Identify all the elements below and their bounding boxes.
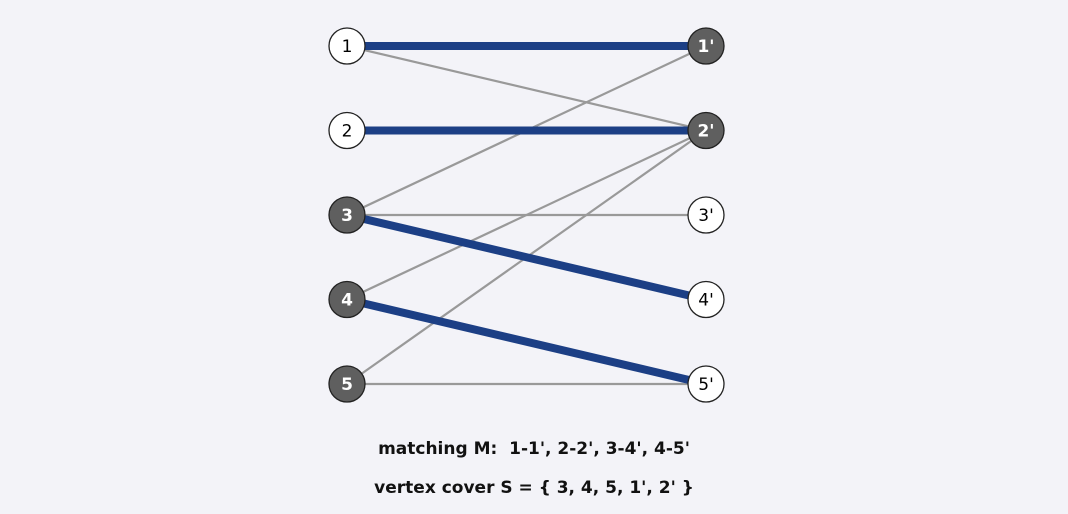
node-label: 5 — [341, 375, 353, 395]
node-circle — [687, 280, 725, 319]
node-circle — [328, 111, 366, 150]
node-right-2p: 2' — [687, 111, 725, 150]
node-right-3p: 3' — [687, 196, 725, 234]
node-circle — [328, 365, 366, 403]
node-circle — [687, 365, 725, 403]
matched-edge-3-4p — [346, 211, 707, 304]
vertex-cover-caption: vertex cover S = { 3, 4, 5, 1', 2' } — [374, 478, 694, 498]
node-circle — [687, 27, 725, 65]
node-label: 5' — [698, 375, 714, 395]
node-label: 3 — [341, 206, 353, 226]
node-right-5p: 5' — [687, 365, 725, 403]
matching-caption: matching M: 1-1', 2-2', 3-4', 4-5' — [378, 439, 690, 459]
node-label: 1' — [697, 37, 714, 57]
node-circle — [328, 27, 366, 65]
nodes-layer: 1 2 3 4 5 1' 2' 3' 4' 5' — [328, 27, 725, 403]
node-label: 2 — [342, 122, 353, 142]
node-right-1p: 1' — [687, 27, 725, 65]
node-left-1: 1 — [328, 27, 366, 65]
node-left-5: 5 — [328, 365, 366, 403]
node-label: 4 — [341, 291, 353, 311]
edge-4-2p — [346, 129, 707, 301]
node-circle — [328, 196, 366, 234]
node-label: 4' — [698, 291, 714, 311]
node-right-4p: 4' — [687, 280, 725, 319]
node-left-4: 4 — [328, 280, 366, 319]
node-label: 3' — [698, 206, 714, 226]
edge-1-2p — [346, 44, 707, 132]
node-circle — [687, 111, 725, 150]
node-circle — [687, 196, 725, 234]
node-label: 1 — [342, 37, 353, 57]
node-circle — [328, 280, 366, 319]
node-left-2: 2 — [328, 111, 366, 150]
bipartite-graph: 1 2 3 4 5 1' 2' 3' 4' 5' — [328, 27, 725, 403]
node-label: 2' — [697, 122, 714, 142]
matched-edge-4-5p — [346, 295, 707, 388]
node-left-3: 3 — [328, 196, 366, 234]
edges-layer — [346, 42, 707, 388]
